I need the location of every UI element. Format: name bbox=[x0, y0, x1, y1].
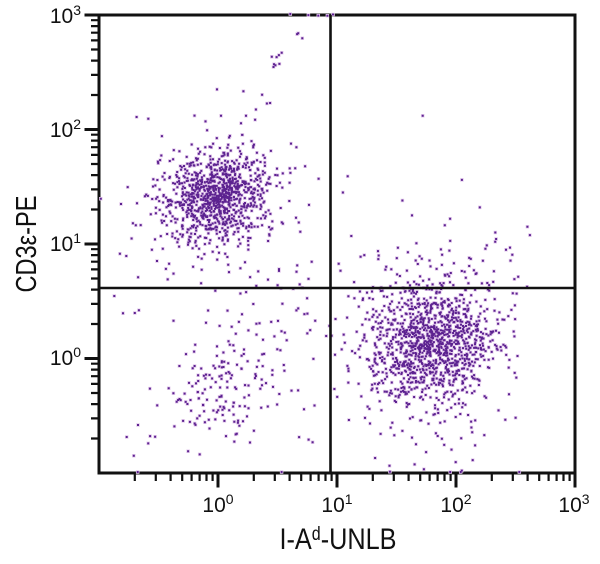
svg-text:100: 100 bbox=[50, 344, 81, 370]
svg-text:102: 102 bbox=[50, 116, 81, 142]
svg-text:CD3ε-PE: CD3ε-PE bbox=[11, 196, 43, 293]
svg-text:I-Ad-UNLB: I-Ad-UNLB bbox=[280, 523, 397, 556]
